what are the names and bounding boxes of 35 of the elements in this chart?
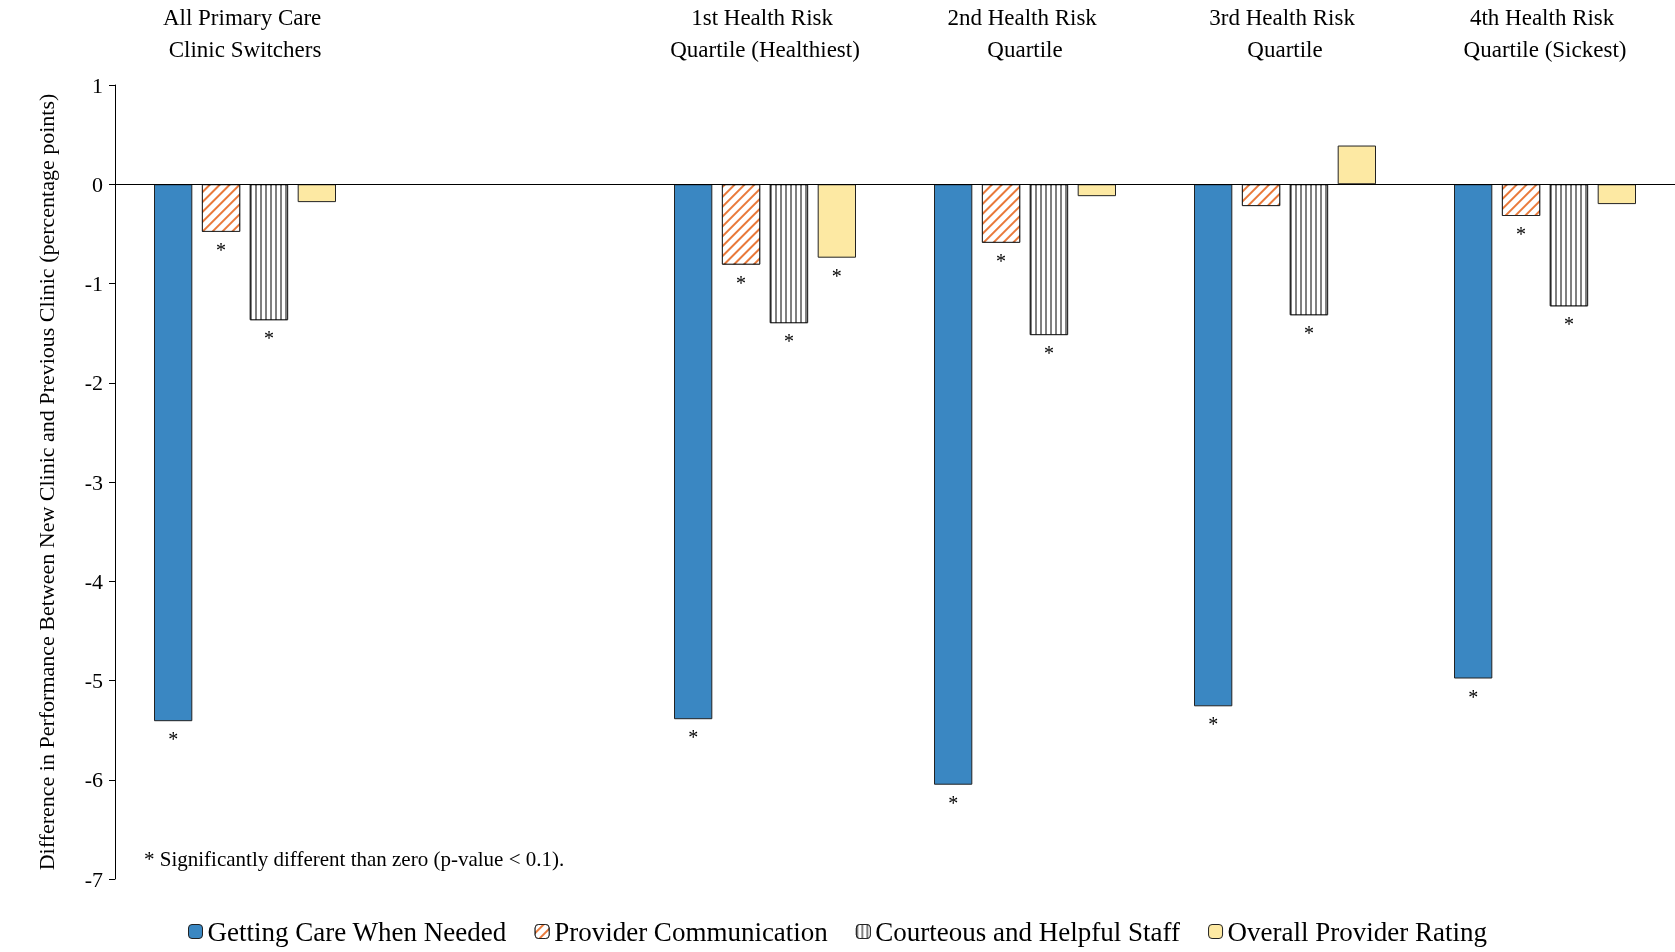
data-label: * [688,726,699,749]
y-tick-label: 1 [92,72,103,98]
data-label: * [263,327,274,350]
x-tick-label: 3rd Health Risk Quartile [1209,4,1361,62]
x-tick-label: 2nd Health Risk Quartile [947,4,1103,62]
data-label: * [783,330,794,353]
y-tick-label: 0 [92,171,103,197]
data-label: * [831,264,842,287]
data-label: * [168,728,179,751]
x-tick-label: 1st Health Risk Quartile (Healthiest) [670,4,860,62]
x-tick-label: All Primary Care Clinic Switchers [162,4,328,62]
data-label: * [1468,685,1479,708]
data-label: * [1303,322,1314,345]
data-label: * [1043,342,1054,365]
legend-label: Courteous and Helpful Staff [875,916,1181,947]
y-tick-label: -5 [84,668,103,693]
annotation: * Significantly different than zero (p-value < 0.1). [144,846,565,871]
data-label: * [1516,223,1527,246]
data-label: * [1208,713,1219,736]
data-label: * [996,249,1007,272]
data-label: * [216,238,227,261]
y-tick-label: -2 [84,370,103,396]
data-label: * [736,271,747,294]
y-tick-label: -6 [84,767,103,793]
y-tick-label: -7 [84,866,103,892]
legend-label: Getting Care When Needed [207,916,507,947]
data-label: * [948,791,959,814]
legend-label: Provider Communication [554,916,829,947]
x-tick-label: 4th Health Risk Quartile (Sickest) [1463,4,1627,62]
legend-label: Overall Provider Rating [1227,916,1487,947]
y-axis-title: Difference in Performance Between New Clinic and Previous Clinic (percentage points) [33,93,59,871]
y-tick-label: -1 [84,271,103,296]
data-label: * [1563,313,1574,336]
y-tick-label: -4 [84,568,103,594]
y-tick-label: -3 [84,469,103,495]
